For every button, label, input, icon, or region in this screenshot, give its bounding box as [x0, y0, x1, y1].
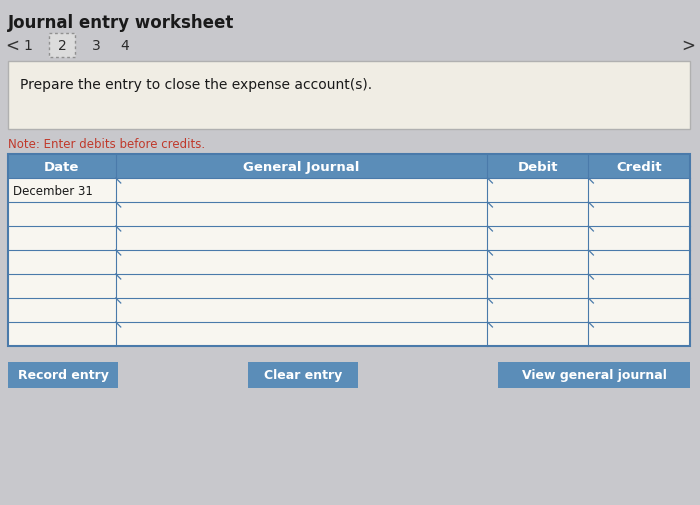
Text: 4: 4	[120, 39, 130, 53]
Bar	[8, 155, 690, 179]
Text: Debit: Debit	[518, 160, 558, 173]
Bar	[8, 179, 690, 203]
Text: Date: Date	[44, 160, 80, 173]
Text: <: <	[5, 37, 19, 55]
Bar	[8, 227, 690, 250]
Text: 3: 3	[92, 39, 100, 53]
Text: December 31: December 31	[13, 184, 93, 197]
Bar	[498, 362, 690, 388]
Bar	[8, 155, 690, 346]
Text: Credit: Credit	[617, 160, 662, 173]
Bar	[248, 362, 358, 388]
Text: 1: 1	[24, 39, 32, 53]
Text: Note: Enter debits before credits.: Note: Enter debits before credits.	[8, 138, 205, 150]
Text: Record entry: Record entry	[18, 369, 108, 382]
Bar	[8, 274, 690, 298]
Text: >: >	[681, 37, 695, 55]
Text: Prepare the entry to close the expense account(s).: Prepare the entry to close the expense a…	[20, 78, 372, 92]
Bar	[8, 298, 690, 322]
Text: General Journal: General Journal	[244, 160, 360, 173]
Bar	[8, 362, 118, 388]
Bar	[8, 322, 690, 346]
Text: Journal entry worksheet: Journal entry worksheet	[8, 14, 234, 32]
Bar	[8, 203, 690, 227]
Text: View general journal: View general journal	[522, 369, 666, 382]
Text: Clear entry: Clear entry	[264, 369, 342, 382]
Text: 2: 2	[57, 39, 66, 53]
FancyBboxPatch shape	[49, 34, 75, 58]
Bar	[8, 62, 690, 130]
Bar	[8, 250, 690, 274]
